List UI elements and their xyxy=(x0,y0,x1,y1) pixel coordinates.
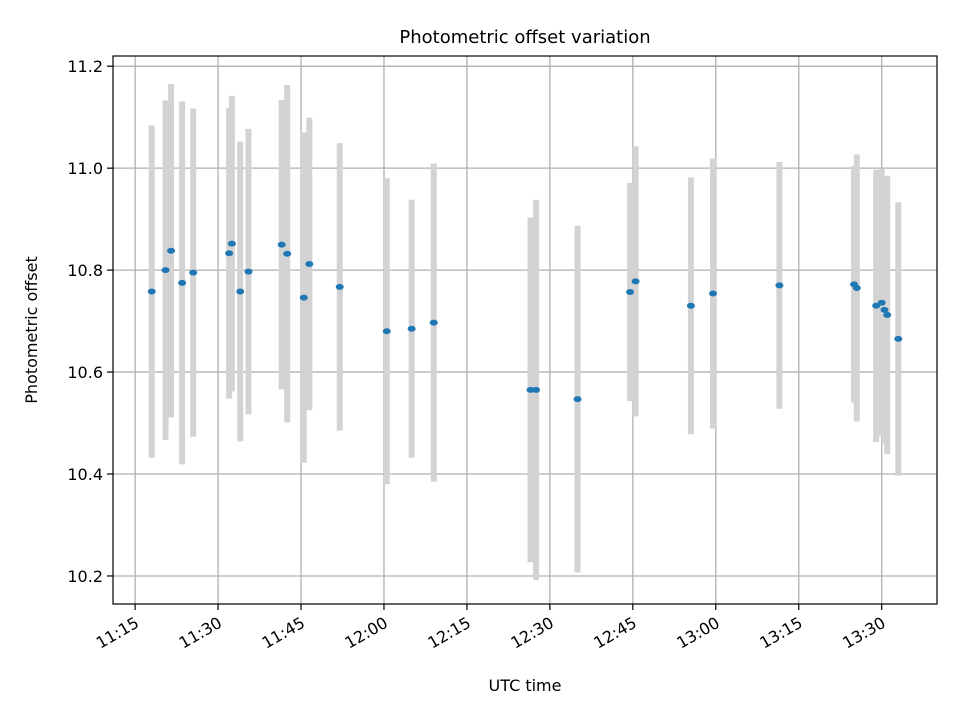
data-point-27 xyxy=(872,302,881,309)
y-tick-label: 10.8 xyxy=(67,261,103,280)
data-point-28 xyxy=(877,299,886,306)
data-point-13 xyxy=(335,283,344,290)
plot-frame xyxy=(112,55,938,605)
data-point-14 xyxy=(382,328,391,335)
y-tick-label: 11.2 xyxy=(67,57,103,76)
y-axis-ticks: 10.2 10.4 10.6 10.8 11.0 11.2 xyxy=(67,57,113,586)
x-axis-label: UTC time xyxy=(489,676,562,695)
data-point-17 xyxy=(526,386,535,393)
data-point-30 xyxy=(883,311,892,318)
chart-title: Photometric offset variation xyxy=(399,27,650,48)
data-point-11 xyxy=(299,294,308,301)
data-point-2 xyxy=(167,247,176,254)
data-point-18 xyxy=(532,386,541,393)
y-axis-label: Photometric offset xyxy=(22,256,41,404)
data-point-9 xyxy=(277,241,286,248)
data-points xyxy=(147,240,903,403)
data-point-1 xyxy=(161,267,170,274)
data-point-4 xyxy=(189,269,198,276)
data-point-24 xyxy=(775,282,784,289)
y-tick-label: 10.4 xyxy=(67,465,103,484)
data-point-21 xyxy=(631,278,640,285)
data-point-5 xyxy=(225,250,234,257)
data-point-15 xyxy=(407,325,416,332)
y-tick-label: 10.2 xyxy=(67,567,103,586)
data-point-7 xyxy=(236,288,245,295)
data-point-10 xyxy=(283,250,292,257)
data-point-31 xyxy=(894,335,903,342)
y-tick-label: 10.6 xyxy=(67,363,103,382)
data-point-29 xyxy=(880,306,889,313)
data-point-3 xyxy=(178,279,187,286)
data-point-20 xyxy=(626,289,635,296)
y-tick-label: 11.0 xyxy=(67,159,103,178)
data-point-12 xyxy=(305,260,314,267)
data-point-8 xyxy=(244,268,253,275)
plot-area xyxy=(113,56,937,604)
data-point-0 xyxy=(147,288,156,295)
data-point-16 xyxy=(429,319,438,326)
data-point-22 xyxy=(686,302,695,309)
data-point-19 xyxy=(573,396,582,403)
data-point-26 xyxy=(852,284,861,291)
data-point-23 xyxy=(709,290,718,297)
data-point-6 xyxy=(227,240,236,247)
